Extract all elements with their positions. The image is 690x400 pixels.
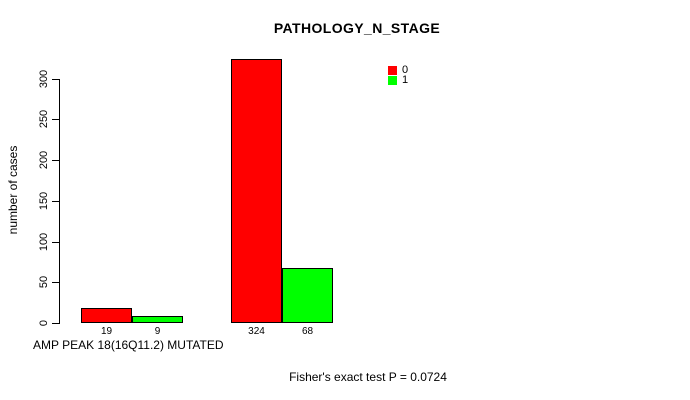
y-tick-mark [52, 201, 59, 202]
bar-value-label: 68 [301, 326, 314, 337]
bar-series0-group2 [231, 59, 282, 323]
fisher-test-annotation: Fisher's exact test P = 0.0724 [289, 370, 447, 384]
y-axis-title: number of cases [6, 145, 20, 235]
y-tick-mark [52, 119, 59, 120]
legend-item: 0 [388, 64, 409, 76]
y-tick-label: 200 [38, 150, 50, 170]
bar-value-label: 324 [248, 326, 265, 337]
bar-series1-group2 [282, 268, 333, 323]
bar-value-label: 19 [100, 326, 113, 337]
y-axis-line [59, 79, 60, 324]
bar-series0-group1 [81, 308, 132, 323]
legend-label: 0 [402, 64, 409, 76]
legend-swatch [388, 65, 397, 75]
x-axis-title: AMP PEAK 18(16Q11.2) MUTATED [33, 338, 224, 352]
y-tick-mark [52, 79, 59, 80]
y-tick-label: 250 [38, 109, 50, 129]
y-tick-label: 0 [38, 319, 50, 327]
bar-value-label: 9 [154, 326, 161, 337]
y-tick-mark [52, 242, 59, 243]
legend-swatch [388, 75, 397, 85]
y-tick-label: 150 [38, 191, 50, 211]
legend-item: 1 [388, 74, 409, 86]
y-tick-label: 50 [38, 275, 50, 289]
legend-label: 1 [402, 74, 409, 86]
y-tick-mark [52, 282, 59, 283]
y-tick-label: 100 [38, 232, 50, 252]
bar-series1-group1 [132, 316, 183, 323]
y-tick-mark [52, 323, 59, 324]
y-tick-mark [52, 160, 59, 161]
y-tick-label: 300 [38, 69, 50, 89]
chart-title: PATHOLOGY_N_STAGE [273, 20, 441, 36]
